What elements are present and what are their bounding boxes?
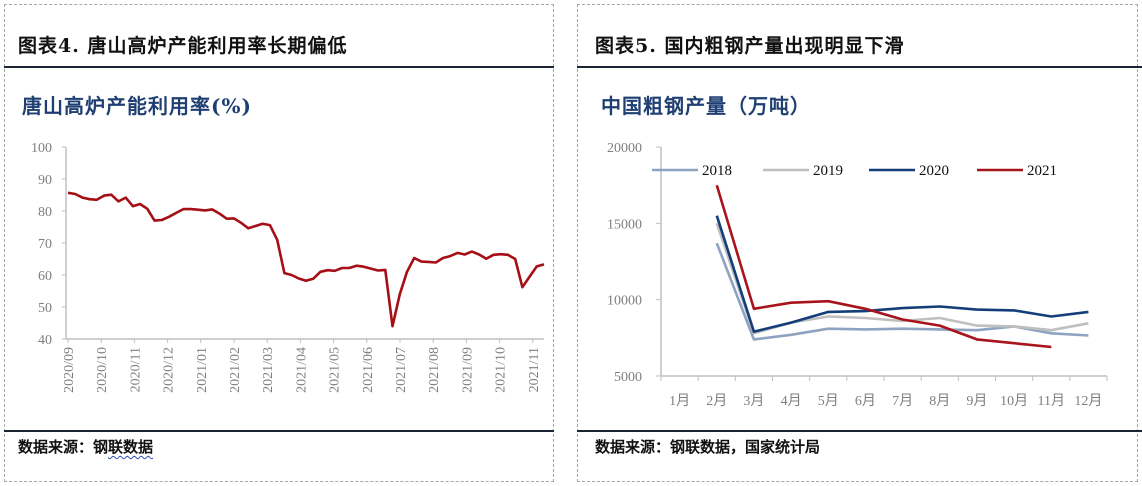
x-tick-label: 2021/05 [328,347,343,393]
x-tick-label: 9月 [966,393,987,409]
source-text: 数据来源：钢 [18,438,109,456]
y-tick-label: 10000 [607,294,642,309]
figure-5-source-rule [577,430,1142,432]
y-tick-label: 50 [38,301,52,316]
y-tick-label: 20000 [607,141,642,156]
crude-steel-line-chart: 5000 10000 15000 20000 1月 2月 3月 4月 5月 6月 7月 8月 9月 10月… [607,141,1108,409]
y-tick-label: 60 [38,269,52,284]
x-tick-label: 2月 [706,393,727,409]
y-tick-label: 70 [38,237,52,252]
legend-label-2021: 2021 [1027,163,1057,179]
figure-5-source: 数据来源：钢联数据，国家统计局 [595,438,821,456]
figure-4-title-rule [4,66,554,68]
figure-4-chart-title: 唐山高炉产能利用率(%) [22,94,252,118]
series-line-2020 [715,215,1089,334]
x-tick-label: 10月 [1000,393,1028,409]
series-line-2019 [715,222,1089,335]
x-tick-label: 8月 [929,393,950,409]
y-tick-label: 5000 [614,370,642,385]
legend-label-2018: 2018 [702,163,732,179]
x-tick-label: 2020/09 [62,347,77,393]
legend-label-2019: 2019 [813,163,843,179]
x-tick-label: 2021/08 [427,347,442,393]
x-tick-label: 3月 [743,393,764,409]
x-tick-label: 4月 [781,393,802,409]
figure-5-title-rule [577,66,1142,68]
x-tick-label: 2021/11 [527,347,542,392]
x-tick-label: 2020/12 [162,347,177,393]
x-tick-label: 2021/06 [361,347,376,393]
x-tick-label: 11月 [1038,393,1065,409]
figure-4-title: 图表4. 唐山高炉产能利用率长期偏低 [18,35,348,57]
x-tick-label: 2021/02 [228,347,243,393]
figure-5-panel [577,4,1138,482]
x-tick-label: 2021/04 [294,347,309,393]
y-tick-label: 15000 [607,217,642,232]
utilization-line-chart: 40 50 60 70 80 90 100 2020/09 2020/10 2020/11 2020… [31,141,545,393]
x-tick-label: 2020/11 [128,347,143,392]
figure-4-panel [4,4,554,482]
y-tick-label: 40 [38,333,52,348]
legend-label-2020: 2020 [919,163,949,179]
x-tick-label: 2021/09 [460,347,475,393]
x-tick-label: 2021/07 [394,347,409,393]
x-tick-label: 1月 [669,393,690,409]
x-tick-label: 2021/10 [494,347,509,393]
series-line-2021 [715,184,1052,349]
source-text-underlined: 联数据 [108,438,154,456]
figure-4-source: 数据来源：钢联数据 [18,436,153,457]
x-tick-label: 5月 [818,393,839,409]
figure-5-title: 图表5. 国内粗钢产量出现明显下滑 [595,35,905,57]
figure-4-source-rule [4,430,554,432]
x-tick-label: 2021/01 [195,347,210,393]
x-tick-label: 12月 [1074,393,1102,409]
y-tick-label: 100 [31,141,52,156]
y-tick-label: 80 [38,205,52,220]
y-tick-label: 90 [38,173,52,188]
utilization-series-line [67,191,545,328]
figure-5-chart-title: 中国粗钢产量（万吨） [601,94,811,118]
x-tick-label: 2020/10 [95,347,110,393]
x-tick-label: 2021/03 [261,347,276,393]
series-line-2018 [715,242,1089,341]
x-tick-label: 6月 [855,393,876,409]
x-tick-label: 7月 [892,393,913,409]
